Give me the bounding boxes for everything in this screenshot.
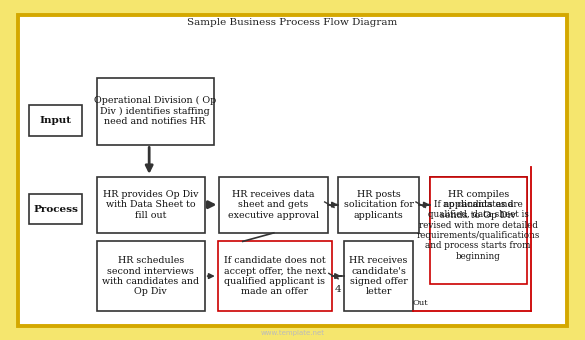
FancyBboxPatch shape (338, 177, 419, 233)
FancyBboxPatch shape (344, 241, 413, 311)
FancyBboxPatch shape (97, 78, 214, 144)
Text: HR posts
solicitation for
applicants: HR posts solicitation for applicants (343, 190, 414, 220)
Text: Out: Out (412, 299, 428, 307)
Text: If candidate does not
accept offer, the next
qualified applicant is
made an offe: If candidate does not accept offer, the … (223, 256, 326, 296)
FancyBboxPatch shape (18, 15, 567, 326)
Text: www.template.net: www.template.net (260, 329, 325, 336)
Text: HR schedules
second interviews
with candidates and
Op Div: HR schedules second interviews with cand… (102, 256, 199, 296)
Text: Process: Process (33, 205, 78, 214)
Text: Operational Division ( Op
Div ) identifies staffing
need and notifies HR: Operational Division ( Op Div ) identifi… (94, 96, 216, 126)
FancyBboxPatch shape (430, 177, 526, 284)
Text: HR compiles
applicants and
sends to Op Div: HR compiles applicants and sends to Op D… (441, 190, 516, 220)
FancyBboxPatch shape (29, 105, 82, 136)
FancyBboxPatch shape (218, 241, 332, 311)
FancyBboxPatch shape (97, 241, 205, 311)
Text: If no candidates are
qualified, data sheet is
revised with more detailed
require: If no candidates are qualified, data she… (417, 200, 540, 261)
FancyBboxPatch shape (29, 194, 82, 224)
Text: HR receives
candidate's
signed offer
letter: HR receives candidate's signed offer let… (349, 256, 408, 296)
FancyBboxPatch shape (97, 177, 205, 233)
Text: Input: Input (40, 116, 71, 125)
Text: Sample Business Process Flow Diagram: Sample Business Process Flow Diagram (187, 18, 398, 27)
Text: HR receives data
sheet and gets
executive approval: HR receives data sheet and gets executiv… (228, 190, 319, 220)
FancyBboxPatch shape (430, 177, 526, 233)
FancyBboxPatch shape (219, 177, 328, 233)
Text: HR provides Op Div
with Data Sheet to
fill out: HR provides Op Div with Data Sheet to fi… (103, 190, 198, 220)
Text: 4: 4 (335, 285, 342, 293)
